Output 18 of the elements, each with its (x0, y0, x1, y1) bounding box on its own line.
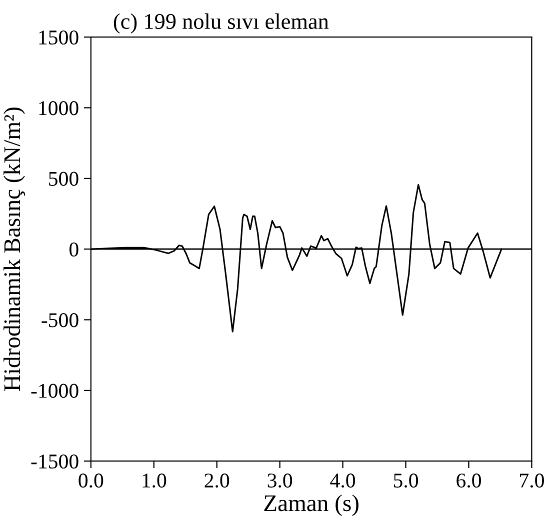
y-tick-label: -1000 (31, 384, 78, 398)
y-tick-label: -1500 (31, 454, 78, 469)
x-tick-label: 4.0 (330, 474, 356, 488)
x-tick-label: 0.0 (78, 474, 104, 488)
y-tick-label: 1000 (39, 101, 78, 116)
x-tick-label: 1.0 (142, 474, 166, 488)
x-axis-title: Zaman (s) (264, 494, 358, 516)
y-tick-label: 1500 (39, 30, 78, 45)
x-tick-label: 2.0 (204, 474, 230, 488)
x-tick-label: 7.0 (520, 474, 544, 488)
x-tick-label: 6.0 (456, 474, 481, 488)
chart-title: (c) 199 nolu sıvı eleman (114, 13, 329, 34)
y-tick-label: -500 (42, 313, 78, 328)
y-tick-label: 500 (49, 172, 78, 186)
y-axis-title: Hidrodinamik Basınç (kN/m²) (4, 108, 25, 391)
x-tick-label: 5.0 (394, 474, 418, 488)
x-tick-label: 3.0 (268, 474, 292, 488)
y-tick-label: 0 (69, 242, 78, 257)
